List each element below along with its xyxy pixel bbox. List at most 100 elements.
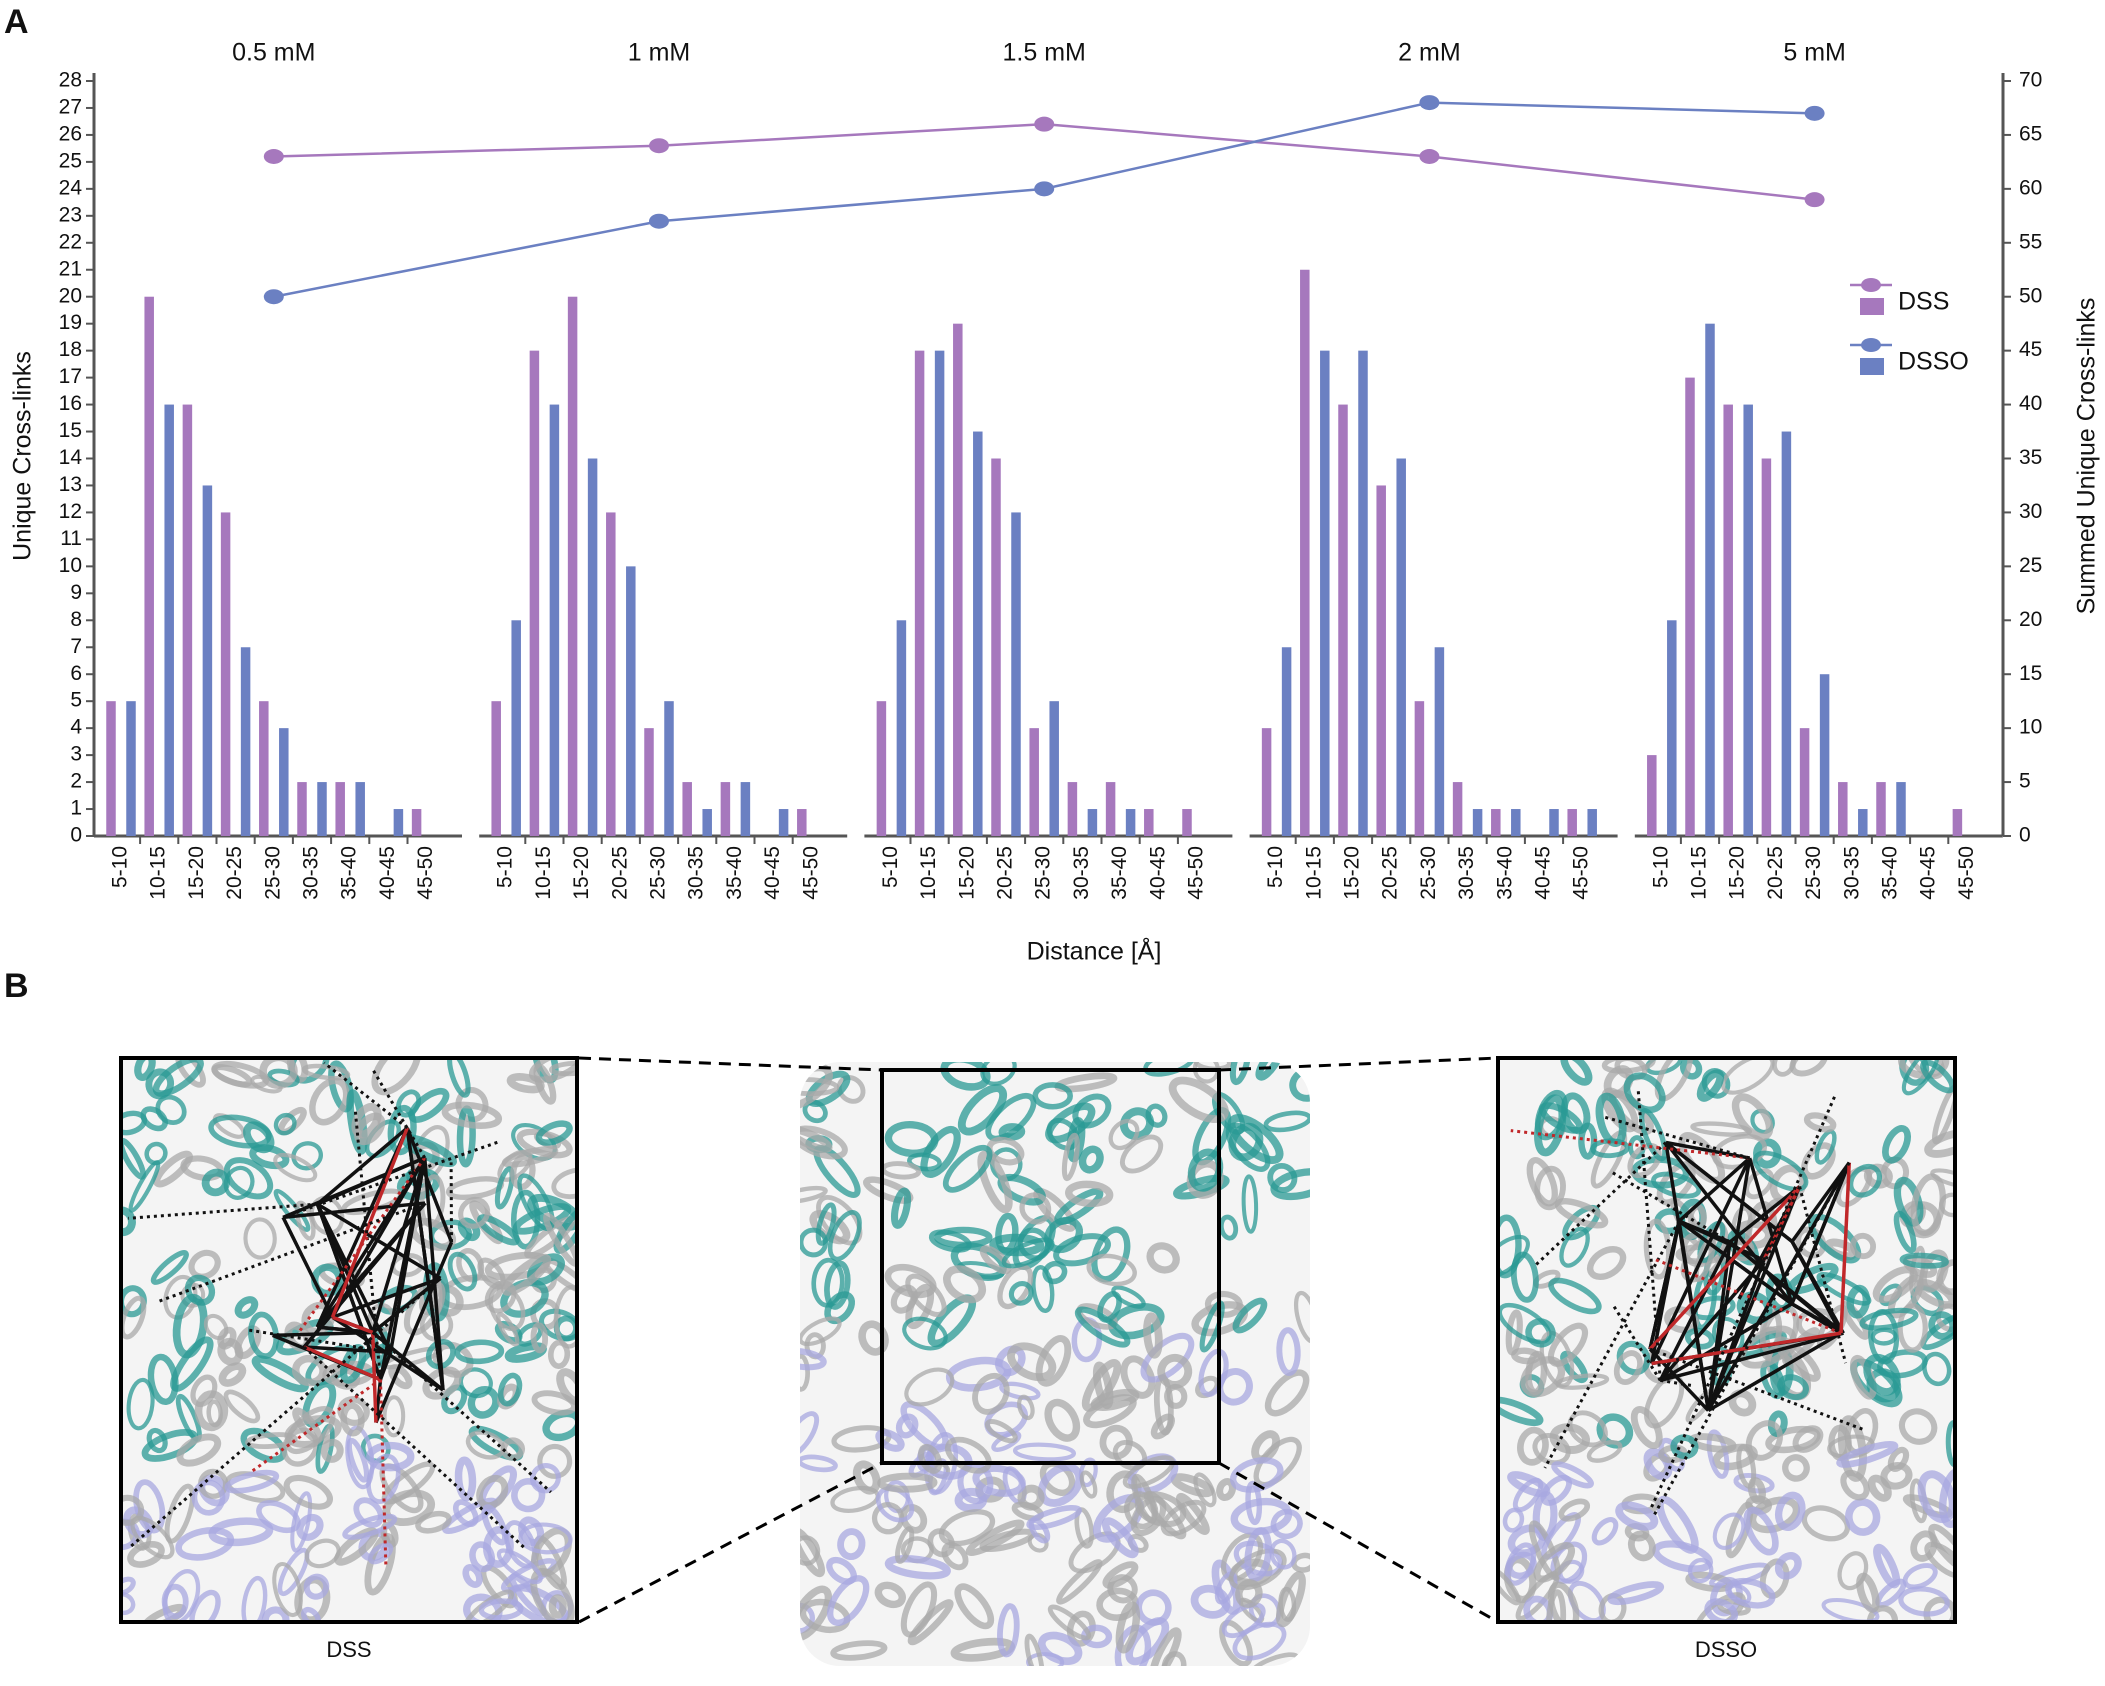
y2-tick-label: 20: [2019, 608, 2042, 631]
crosslink-long: [303, 1345, 382, 1382]
y-tick-label: 28: [59, 69, 82, 92]
bar: [1667, 620, 1677, 836]
bar: [1320, 350, 1330, 836]
y-tick-label: 14: [59, 446, 83, 469]
helix: [942, 1144, 993, 1193]
helix: [538, 1308, 577, 1342]
helix: [800, 1063, 833, 1111]
helix: [977, 1150, 1013, 1214]
helix: [1922, 1351, 1952, 1387]
x-tick-label: 15-20: [185, 846, 208, 900]
helix: [1920, 1059, 1955, 1094]
helix: [907, 1599, 954, 1646]
y-tick-label: 10: [59, 554, 82, 577]
helix: [123, 1506, 154, 1539]
helix: [875, 1428, 905, 1452]
helix: [943, 1265, 987, 1304]
y2-tick-label: 15: [2019, 662, 2042, 685]
x-tick-label: 15-20: [570, 846, 593, 900]
crosslink-dotted: [282, 1140, 499, 1219]
helix: [1782, 1454, 1810, 1482]
bar: [1414, 701, 1425, 836]
helix: [1814, 1129, 1837, 1165]
helix: [152, 1058, 204, 1097]
helix: [1498, 1234, 1530, 1279]
x-tick-label: 15-20: [955, 846, 978, 900]
helix: [1525, 1318, 1556, 1348]
bar: [259, 701, 269, 836]
helix: [1229, 1062, 1251, 1086]
helix: [800, 1347, 827, 1371]
helix: [441, 1101, 503, 1129]
panel-a-chart: 0123456789101112131415161718192021222324…: [9, 39, 2101, 966]
crosslink-dotted: [1534, 1141, 1667, 1266]
crosslink: [1659, 1331, 1844, 1383]
y-tick-label: 13: [59, 473, 82, 496]
helix: [1079, 1470, 1098, 1499]
helix: [1774, 1491, 1806, 1532]
y-tick-label: 24: [59, 176, 83, 199]
y-tick-label: 5: [70, 689, 82, 712]
helix: [1008, 1281, 1034, 1306]
helix: [1744, 1168, 1775, 1200]
x-tick-label: 30-35: [1455, 846, 1478, 900]
helix: [1548, 1277, 1602, 1315]
crosslink-dotted: [1650, 1185, 1801, 1508]
helix: [1072, 1093, 1112, 1129]
bar: [606, 512, 616, 836]
helix: [1045, 1102, 1096, 1144]
helix: [1270, 1168, 1310, 1201]
helix: [1880, 1461, 1913, 1490]
helix: [1042, 1260, 1068, 1285]
helix: [827, 1210, 862, 1262]
y2-tick-label: 35: [2019, 446, 2042, 469]
helix: [1053, 1233, 1111, 1267]
y-tick-label: 4: [70, 716, 82, 739]
helix: [1725, 1577, 1776, 1609]
y2-tick-label: 5: [2019, 770, 2031, 793]
y2-tick-label: 40: [2019, 392, 2042, 415]
helix: [986, 1136, 1025, 1166]
crosslink: [316, 1126, 409, 1206]
bar: [1723, 404, 1733, 836]
helix: [478, 1598, 524, 1621]
legend-point: [1861, 338, 1881, 352]
helix: [259, 1058, 298, 1090]
bar: [740, 782, 751, 836]
helix: [144, 1141, 168, 1166]
crosslink: [1706, 1161, 1851, 1412]
x-tick-label: 40-45: [376, 846, 399, 900]
helix: [1027, 1532, 1049, 1553]
summed-point: [263, 289, 284, 305]
helix: [353, 1497, 384, 1528]
x-tick-label: 35-40: [1493, 846, 1516, 900]
helix: [1533, 1542, 1576, 1583]
helix: [366, 1453, 401, 1504]
summed-point: [649, 138, 669, 154]
helix: [1007, 1342, 1057, 1382]
bar: [1781, 431, 1792, 836]
helix: [837, 1528, 866, 1561]
crosslink-dotted: [250, 1378, 382, 1473]
bar: [511, 620, 521, 836]
helix: [877, 1472, 938, 1493]
helix: [1134, 1491, 1187, 1528]
helix: [1615, 1501, 1659, 1531]
protein-zoom-dsso: [1498, 1058, 1955, 1622]
helix: [1601, 1058, 1656, 1074]
crosslink: [1707, 1331, 1842, 1413]
helix: [256, 1500, 301, 1534]
helix: [150, 1250, 189, 1285]
y2-tick-label: 55: [2019, 230, 2042, 253]
helix: [497, 1372, 523, 1407]
y2-tick-label: 60: [2019, 176, 2042, 199]
y-tick-label: 27: [59, 96, 82, 119]
summed-point: [1419, 95, 1440, 111]
helix: [1227, 1114, 1284, 1164]
helix: [1498, 1567, 1521, 1606]
x-tick-label: 45-50: [1570, 846, 1593, 900]
helix: [1803, 1112, 1837, 1133]
x-tick-label: 30-35: [685, 846, 708, 900]
helix: [984, 1419, 1018, 1444]
helix: [1291, 1552, 1310, 1573]
